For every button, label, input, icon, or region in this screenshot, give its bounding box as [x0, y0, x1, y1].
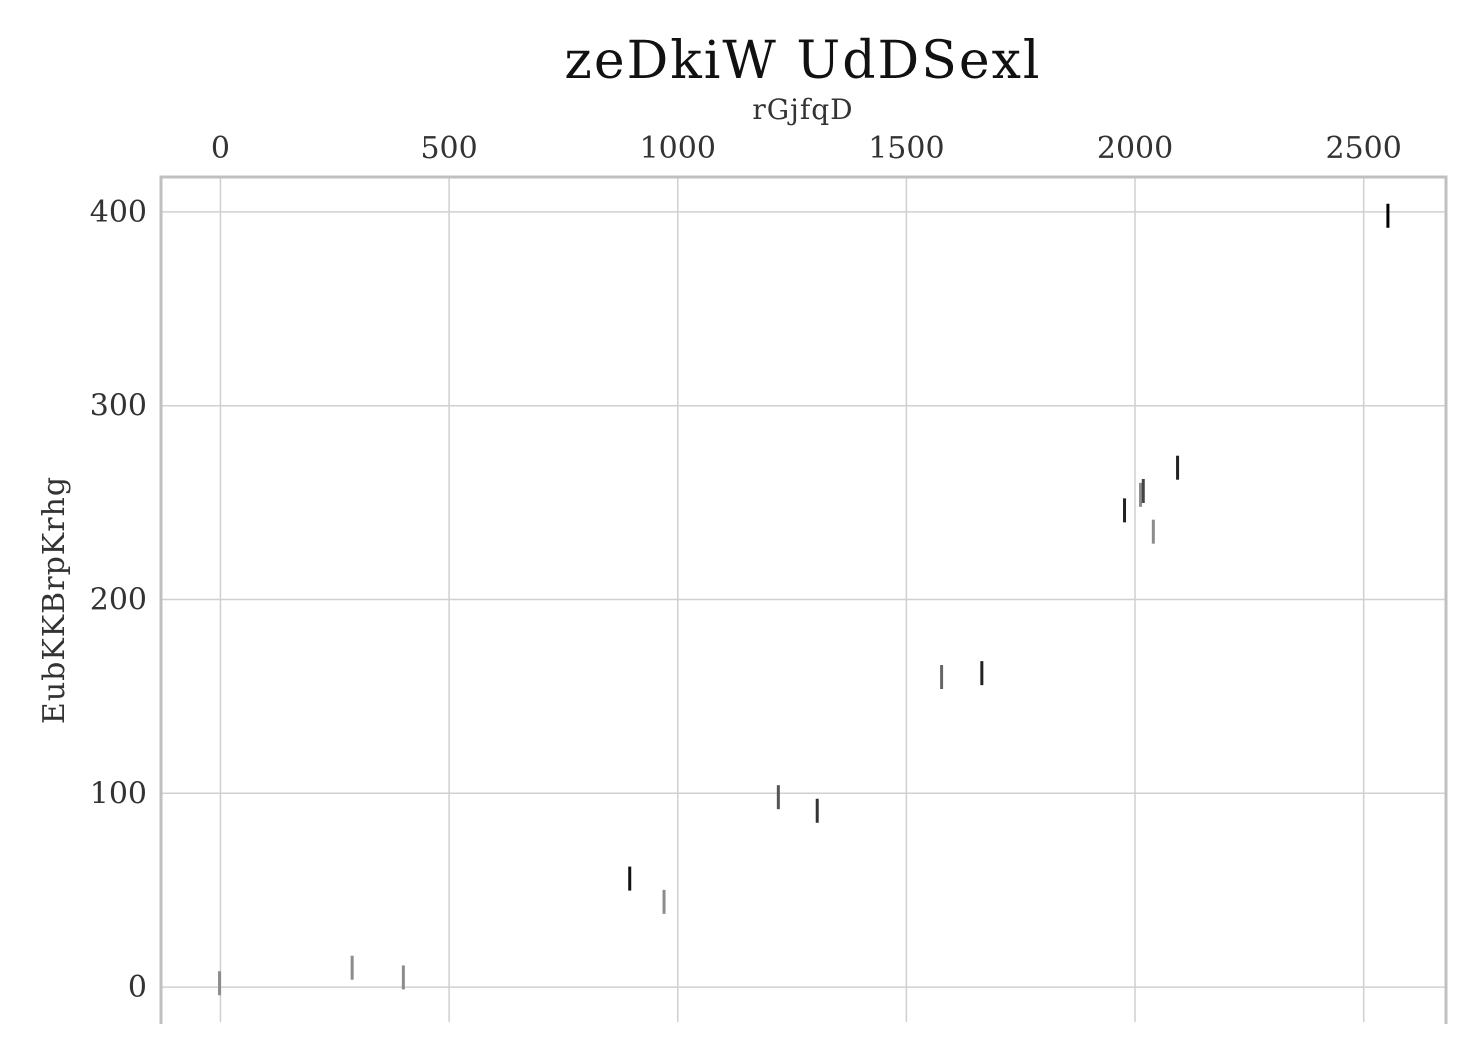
y-tick-label: 400: [90, 195, 147, 230]
x-axis-label: rGjfqD: [752, 93, 853, 126]
x-tick-label: 500: [420, 131, 477, 166]
y-tick-label: 300: [90, 389, 147, 424]
x-tick-label: 2500: [1326, 131, 1402, 166]
y-axis-label: EubKKBrpKrhg: [37, 476, 72, 724]
y-tick-label: 0: [128, 970, 147, 1005]
y-tick-label: 100: [90, 776, 147, 811]
axis-frame: [159, 175, 1448, 1024]
x-tick-label: 1000: [640, 131, 716, 166]
axis-layer: [159, 175, 1448, 1024]
tick-layer: 0 500 1000 1500 2000 2500 0 100 200 300 400: [90, 131, 1402, 1005]
point-layer: [218, 203, 1390, 996]
x-tick-label: 2000: [1097, 131, 1173, 166]
x-tick-label: 0: [211, 131, 230, 166]
x-tick-label: 1500: [868, 131, 944, 166]
grid-layer: [161, 177, 1446, 1022]
y-tick-label: 200: [90, 583, 147, 618]
chart-title: zeDkiW UdDSexl: [564, 31, 1041, 91]
